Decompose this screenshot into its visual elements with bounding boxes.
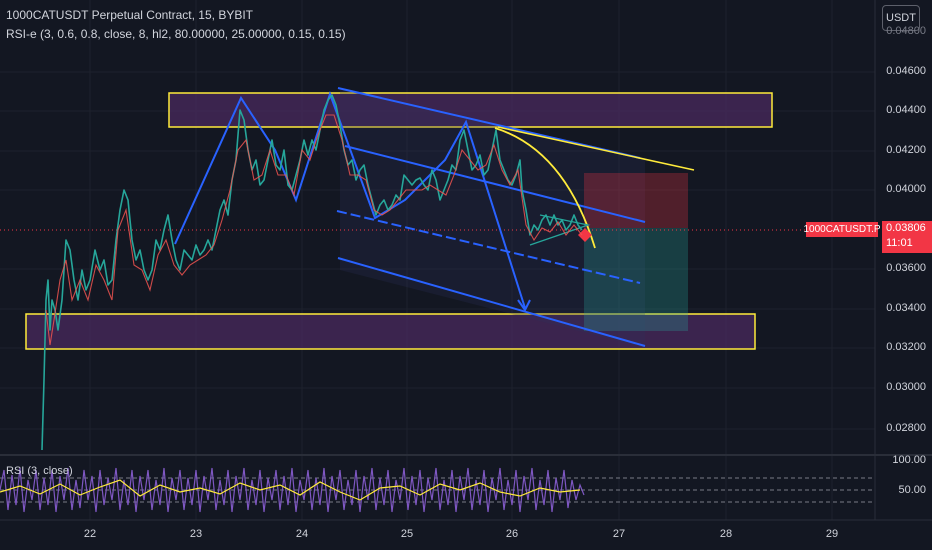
time-label: 27: [612, 528, 626, 540]
time-label: 29: [825, 528, 839, 540]
price-label: 0.03600: [886, 262, 926, 274]
rsi-signal-line: [0, 479, 581, 501]
trendlines: [174, 87, 695, 347]
bar-countdown: 11:01: [886, 237, 913, 249]
price-label-partial: 0.04800: [886, 25, 926, 37]
price-label: 0.02800: [886, 422, 926, 434]
chart-title: 1000CATUSDT Perpetual Contract, 15, BYBI…: [6, 8, 254, 22]
time-label: 28: [719, 528, 733, 540]
rsi-legend[interactable]: RSI (3, close): [6, 465, 73, 477]
time-label: 22: [83, 528, 97, 540]
channel-fill: [340, 88, 645, 348]
rsi-level-label: 100.00: [892, 454, 926, 466]
supply-zone: [168, 92, 773, 128]
price-wicks: [45, 114, 583, 346]
price-label: 0.03000: [886, 381, 926, 393]
time-label: 23: [189, 528, 203, 540]
price-label: 0.04200: [886, 144, 926, 156]
time-label: 24: [295, 528, 309, 540]
current-price-tag: 0.03806 11:01: [882, 221, 932, 253]
price-label: 0.03200: [886, 341, 926, 353]
indicator-legend[interactable]: RSI-e (3, 0.6, 0.8, close, 8, hl2, 80.00…: [6, 27, 346, 41]
position-target-area: [584, 228, 688, 331]
current-marker: [578, 228, 592, 242]
time-label: 26: [505, 528, 519, 540]
rsi-level-label: 50.00: [898, 484, 926, 496]
current-price-value: 0.03806: [886, 222, 926, 234]
price-label: 0.04000: [886, 183, 926, 195]
grid: [0, 0, 875, 520]
rsi-line: [0, 467, 585, 513]
price-label: 0.03400: [886, 302, 926, 314]
symbol-price-tag: 1000CATUSDT.P: [803, 222, 881, 237]
price-label: 0.04600: [886, 65, 926, 77]
time-label: 25: [400, 528, 414, 540]
price-label: 0.04400: [886, 104, 926, 116]
currency-button[interactable]: USDT: [882, 5, 920, 31]
